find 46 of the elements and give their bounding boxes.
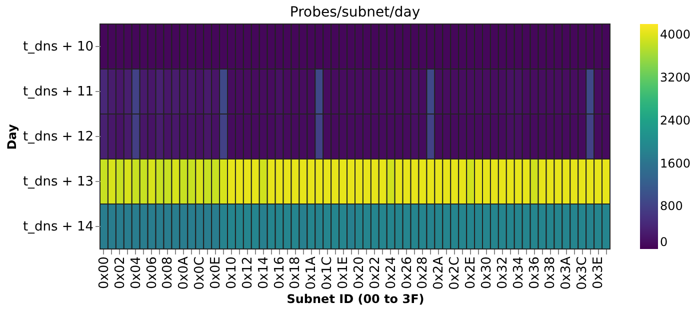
x-tick-label: 0x00 — [96, 256, 112, 290]
color-bar-label: 1600 — [660, 156, 691, 170]
x-tick-label: 0x02 — [112, 256, 128, 290]
y-tick-label: t_dns + 12 — [22, 130, 94, 144]
x-tick-label: 0x3A — [559, 256, 574, 290]
x-tick-label: 0x26 — [400, 256, 415, 290]
x-tick-label: 0x2A — [432, 256, 447, 290]
x-tick-label: 0x0A — [176, 256, 192, 290]
x-tick-label: 0x08 — [160, 256, 176, 290]
x-tick-label: 0x3C — [575, 256, 590, 290]
x-tick-label: 0x04 — [128, 256, 144, 290]
x-tick-label: 0x22 — [368, 256, 383, 290]
y-axis-title: Day — [4, 124, 19, 150]
color-bar-label: 0 — [660, 235, 668, 249]
x-tick-label: 0x14 — [256, 256, 272, 290]
x-tick-label: 0x1A — [304, 256, 320, 290]
y-tick-label: t_dns + 14 — [22, 220, 94, 234]
x-tick-label: 0x2E — [464, 256, 479, 289]
x-tick-label: 0x36 — [527, 256, 542, 290]
y-tick-label: t_dns + 13 — [22, 174, 94, 190]
color-bar-label: 4000 — [660, 28, 691, 42]
x-axis-title: Subnet ID (00 to 3F) — [286, 292, 424, 306]
x-tick-label: 0x32 — [495, 256, 510, 290]
color-bar-label: 800 — [660, 199, 683, 214]
x-tick-label: 0x38 — [543, 256, 558, 290]
x-tick-label: 0x0E — [208, 256, 224, 289]
x-tick-label: 0x24 — [384, 256, 399, 290]
x-tick-label: 0x2C — [448, 256, 463, 290]
x-tick-label: 0x0C — [192, 256, 208, 290]
color-bar-label: 2400 — [660, 113, 691, 128]
x-tick-label: 0x1C — [320, 256, 336, 290]
x-tick-label: 0x30 — [479, 256, 494, 290]
chart-title: Probes/subnet/day — [290, 4, 420, 20]
x-tick-label: 0x20 — [352, 256, 367, 290]
y-tick-label: t_dns + 11 — [22, 84, 94, 100]
x-tick-label: 0x34 — [511, 256, 526, 290]
color-bar-label: 3200 — [660, 70, 691, 85]
x-tick-label: 0x28 — [416, 256, 431, 290]
y-tick-label: t_dns + 10 — [22, 40, 94, 54]
x-tick-label: 0x18 — [288, 256, 304, 290]
x-tick-label: 0x16 — [272, 256, 288, 290]
x-tick-label: 0x12 — [240, 256, 256, 290]
x-tick-label: 0x10 — [224, 256, 240, 290]
x-tick-label: 0x06 — [144, 256, 160, 290]
x-tick-label: 0x1E — [336, 256, 352, 289]
x-tick-label: 0x3E — [591, 256, 606, 289]
